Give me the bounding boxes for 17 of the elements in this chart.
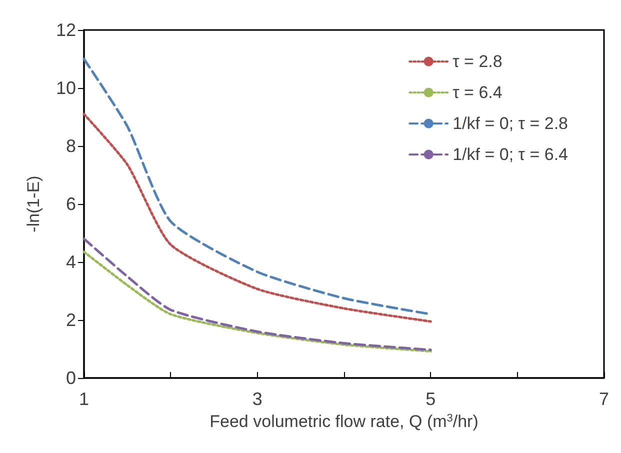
x-tick-label: 5 [426, 389, 436, 409]
x-tick-label: 1 [78, 389, 90, 409]
line-series [82, 112, 432, 323]
y-tick-label: 12 [56, 20, 76, 40]
y-tick-label: 2 [66, 310, 76, 330]
legend-label: τ = 6.4 [452, 83, 502, 102]
x-tick-label: 3 [252, 389, 262, 409]
y-tick-label: 10 [56, 78, 76, 98]
y-axis-title: -ln(1-E) [24, 176, 43, 232]
y-tick-label: 4 [66, 252, 76, 272]
legend-label: 1/kf = 0; τ = 6.4 [452, 145, 568, 164]
legend-label: 1/kf = 0; τ = 2.8 [452, 114, 568, 133]
x-tick-label: 7 [598, 389, 610, 409]
legend-label: τ = 2.8 [452, 52, 502, 71]
y-tick-label: 0 [66, 368, 76, 388]
y-tick-label: 8 [66, 136, 76, 156]
y-tick-label: 6 [66, 194, 76, 214]
